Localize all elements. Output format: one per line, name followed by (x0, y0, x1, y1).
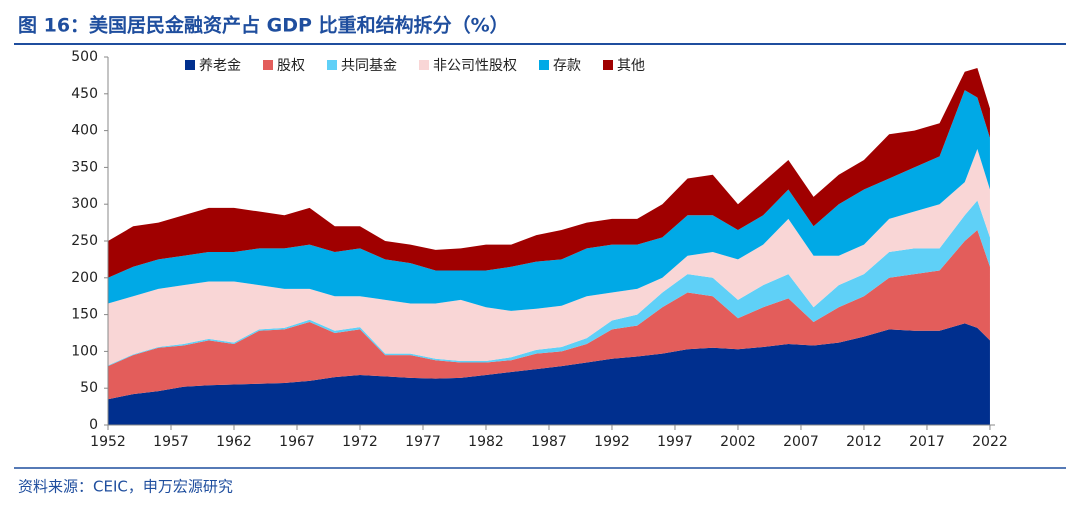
y-tick-label: 500 (71, 49, 98, 65)
y-tick-label: 0 (89, 417, 98, 433)
legend-label: 非公司性股权 (433, 58, 517, 74)
legend-label: 股权 (277, 58, 305, 74)
y-tick-label: 450 (71, 86, 98, 102)
legend-label: 存款 (553, 58, 581, 74)
x-tick-label: 1997 (657, 434, 693, 450)
area (108, 323, 990, 425)
x-tick-label: 1957 (153, 434, 189, 450)
y-tick-label: 250 (71, 233, 98, 249)
legend-swatch (185, 60, 195, 70)
y-tick-label: 200 (71, 270, 98, 286)
area (108, 90, 990, 311)
x-tick-label: 1977 (405, 434, 441, 450)
x-tick-label: 1972 (342, 434, 378, 450)
x-tick-label: 1952 (90, 434, 126, 450)
x-tick-label: 1967 (279, 434, 315, 450)
x-tick-label: 2022 (972, 434, 1008, 450)
legend-swatch (327, 60, 337, 70)
source: 资料来源：CEIC，申万宏源研究 (18, 478, 233, 496)
area (108, 149, 990, 366)
legend-swatch (263, 60, 273, 70)
y-tick-label: 50 (80, 380, 98, 396)
x-tick-label: 2007 (783, 434, 819, 450)
x-tick-label: 1962 (216, 434, 252, 450)
x-tick-label: 1982 (468, 434, 504, 450)
area (108, 229, 990, 400)
x-tick-label: 1987 (531, 434, 567, 450)
legend-label: 其他 (617, 58, 645, 74)
legend-swatch (603, 60, 613, 70)
legend-label: 养老金 (199, 58, 241, 74)
y-tick-label: 100 (71, 343, 98, 359)
x-tick-label: 2017 (909, 434, 945, 450)
legend-swatch (539, 60, 549, 70)
y-tick-label: 350 (71, 159, 98, 175)
x-tick-label: 2002 (720, 434, 756, 450)
area (108, 68, 990, 278)
x-tick-label: 1992 (594, 434, 630, 450)
y-tick-label: 400 (71, 123, 98, 139)
chart-title: 图 16：美国居民金融资产占 GDP 比重和结构拆分（%） (18, 14, 509, 37)
legend-swatch (419, 60, 429, 70)
x-tick-label: 2012 (846, 434, 882, 450)
legend-label: 共同基金 (341, 57, 397, 74)
y-tick-label: 150 (71, 307, 98, 323)
y-tick-label: 300 (71, 196, 98, 212)
